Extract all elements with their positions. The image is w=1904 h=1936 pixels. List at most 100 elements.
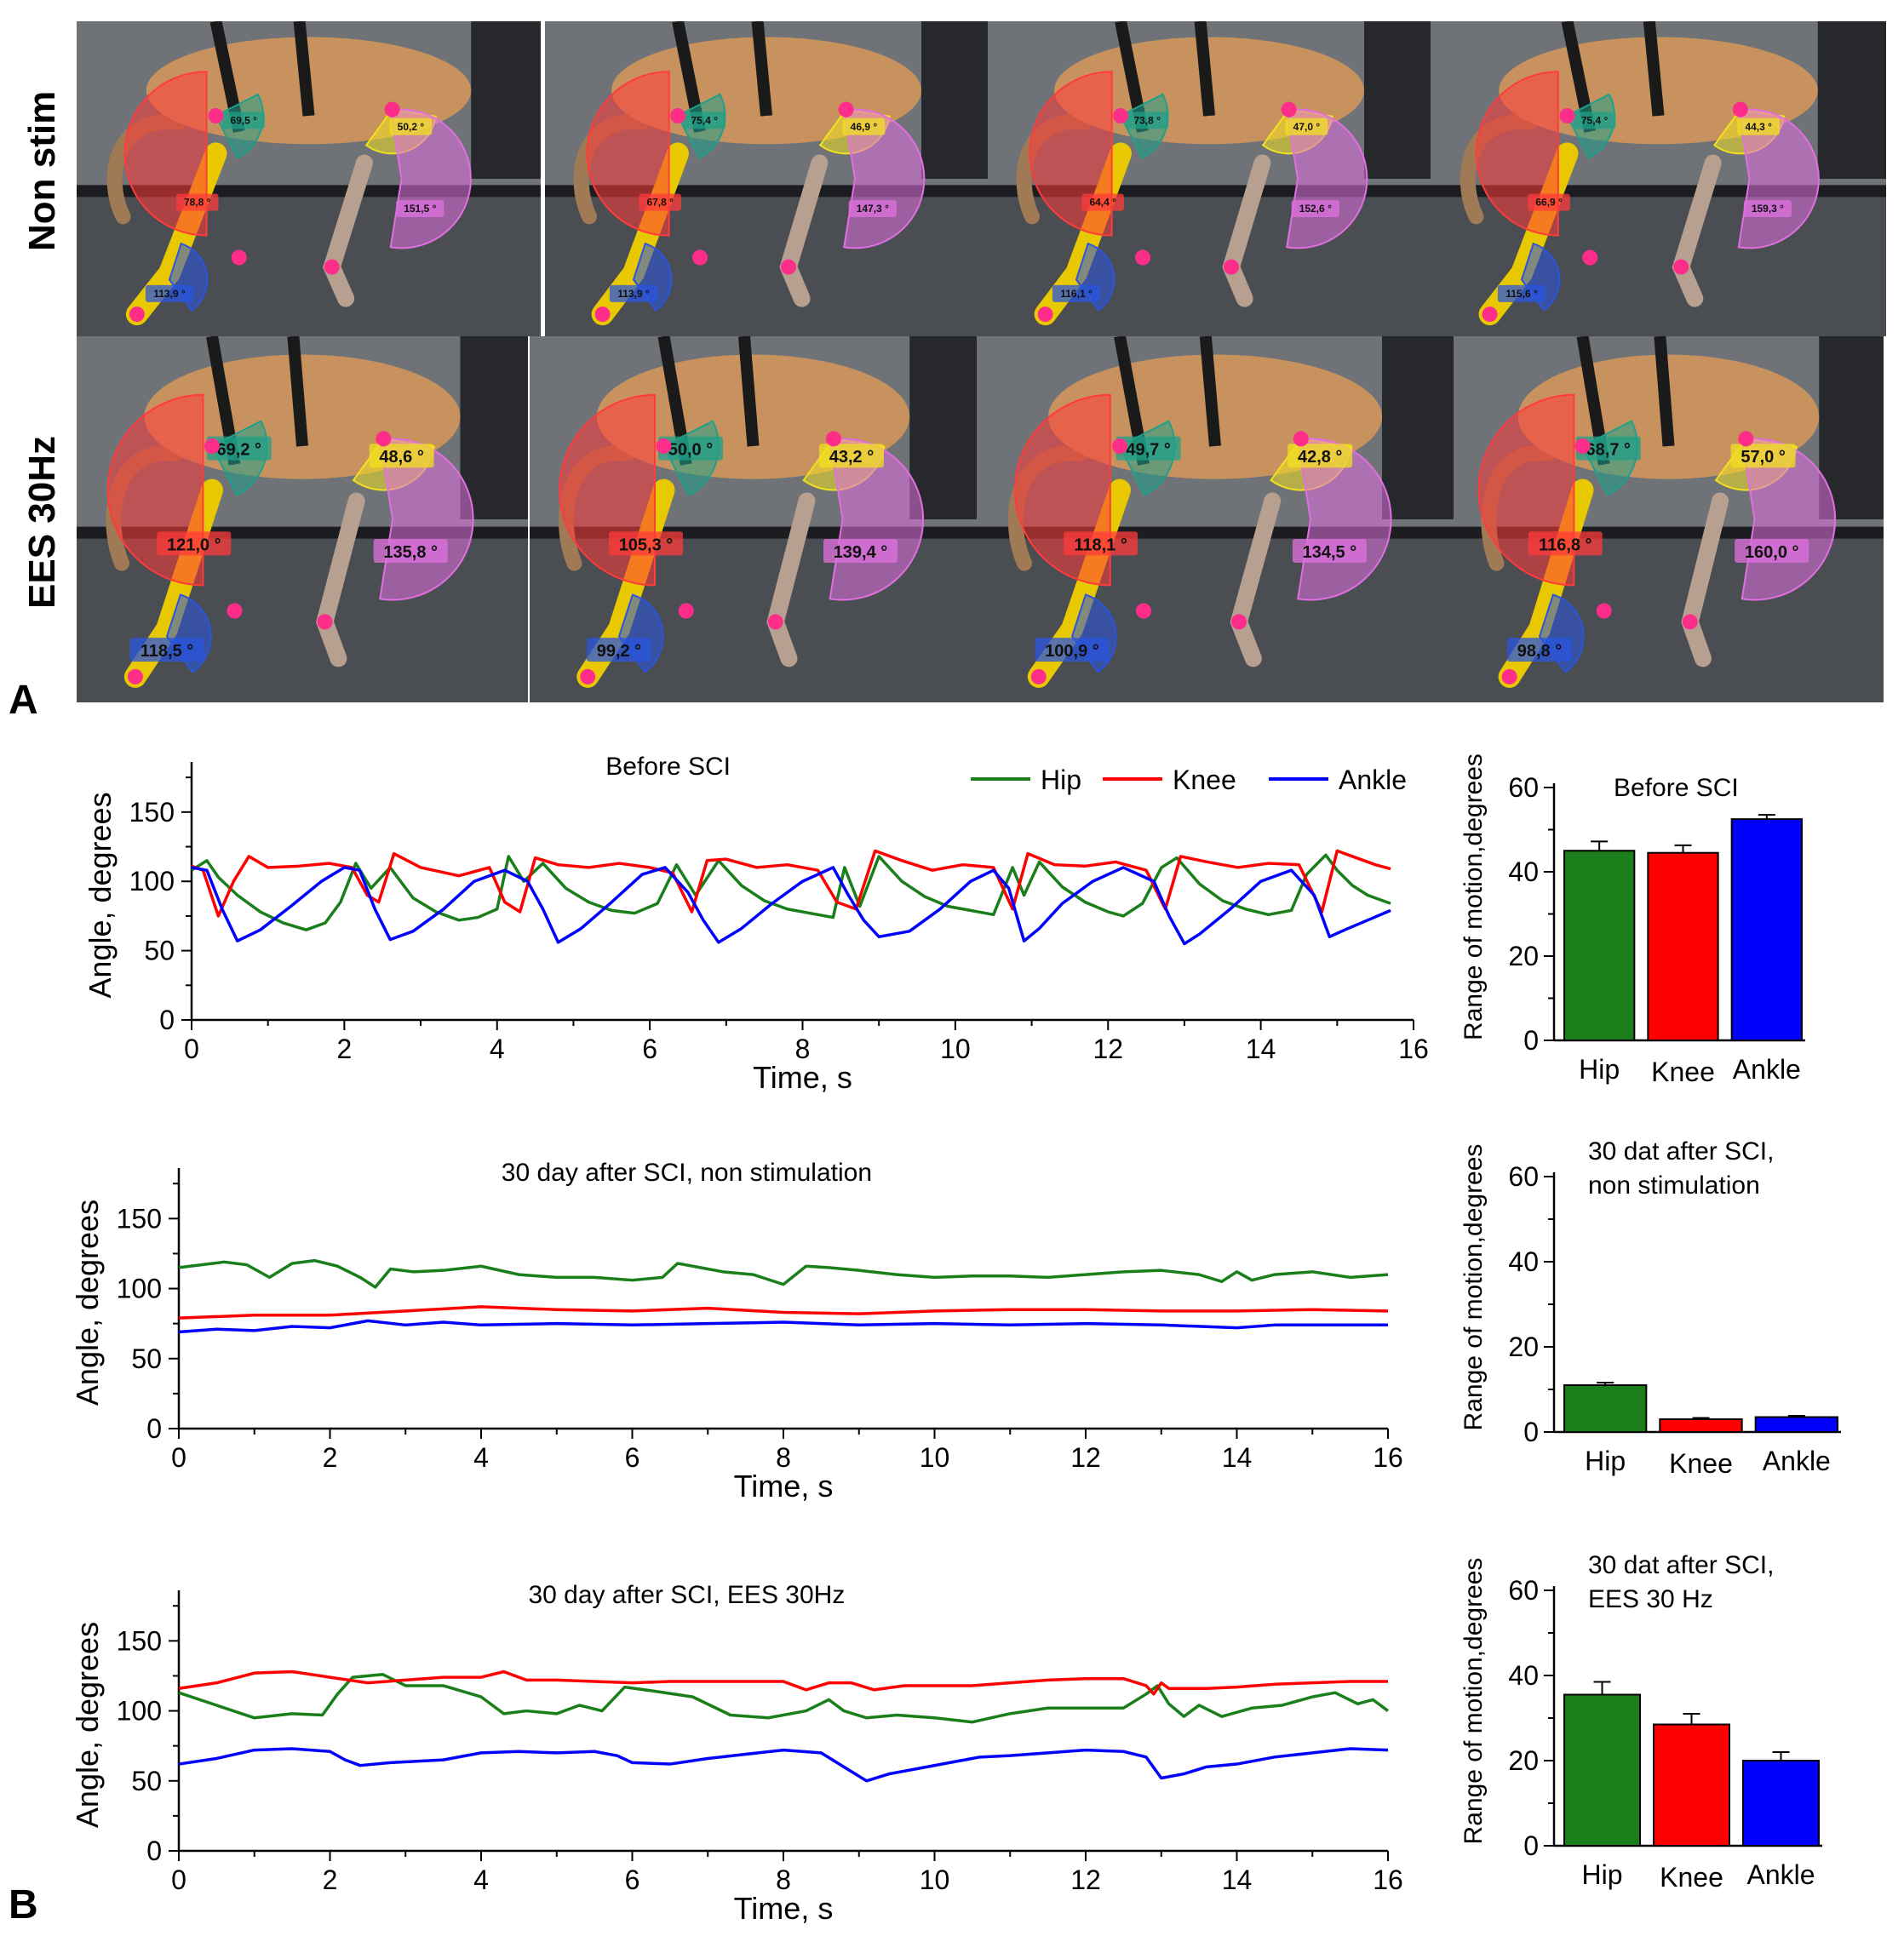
row-label-non-stim: Non stim <box>21 90 63 251</box>
monitor-stand <box>1817 21 1886 179</box>
knee-angle-label: 64,4 ° <box>1081 193 1124 211</box>
x-tick-label: 6 <box>625 1442 640 1473</box>
angle-label-text: 99,2 ° <box>597 642 641 661</box>
x-tick-label: 14 <box>1222 1864 1253 1895</box>
photo-illustration: 73,8 ° 64,4 ° 116,1 ° 47,0 ° 152,6 ° <box>988 21 1431 336</box>
chart-title: 30 dat after SCI, <box>1588 1137 1774 1166</box>
angle-label-bg <box>587 638 651 662</box>
joint-marker <box>1037 306 1053 323</box>
shoulder-angle-label: 50,2 ° <box>389 117 433 135</box>
angle-label-text: 98,8 ° <box>1517 642 1562 661</box>
joint-marker <box>678 603 694 619</box>
photo-illustration: 69,2 ° 121,0 ° 118,5 ° 48,6 ° 135,8 ° <box>77 336 528 702</box>
ankle-angle-wedge <box>1075 242 1115 312</box>
joint-marker <box>129 306 145 323</box>
joint-marker <box>227 603 243 619</box>
angle-label-text: 69,5 ° <box>230 114 257 126</box>
joint-marker <box>1501 668 1517 684</box>
bar-ankle <box>1754 1416 1839 1433</box>
y-tick-label: 100 <box>117 1274 162 1304</box>
category-label-hip: Hip <box>1585 1446 1626 1476</box>
joint-marker <box>656 438 672 454</box>
y-tick-label: 40 <box>1508 1246 1539 1277</box>
angle-label-text: 49,7 ° <box>1126 441 1170 460</box>
joint-marker <box>1136 603 1151 619</box>
joint-marker <box>1281 101 1297 117</box>
category-label-hip: Hip <box>1581 1859 1622 1890</box>
y-tick-label: 60 <box>1508 1161 1539 1192</box>
angle-label-bg <box>848 200 897 217</box>
hip-angle-label: 49,7 ° <box>1115 436 1181 461</box>
chart-title: Before SCI <box>1614 774 1739 802</box>
ankle-angle-label: 99,2 ° <box>587 638 651 662</box>
ankle-angle-label: 115,6 ° <box>1497 284 1546 302</box>
angle-label-text: 43,2 ° <box>829 448 874 467</box>
series-line-ankle <box>178 1319 1388 1334</box>
photo-frame-non_stim-4: 75,4 ° 66,9 ° 115,6 ° 44,3 ° 159,3 ° <box>1431 21 1886 336</box>
ankle-angle-label: 113,9 ° <box>609 284 658 302</box>
elbow-angle-label: 147,3 ° <box>848 200 897 217</box>
shoulder-angle-label: 47,0 ° <box>1285 117 1328 135</box>
joint-marker <box>1231 614 1247 630</box>
knee-angle-label: 66,9 ° <box>1528 193 1570 211</box>
bar-ankle <box>1730 818 1803 1041</box>
chart-title: 30 day after SCI, non stimulation <box>502 1159 872 1187</box>
angle-label-text: 118,1 ° <box>1074 536 1127 554</box>
angle-label-bg <box>129 638 204 662</box>
angle-label-text: 78,8 ° <box>184 197 211 209</box>
angle-label-bg <box>1573 112 1616 129</box>
angle-label-text: 67,8 ° <box>646 197 674 209</box>
x-tick-label: 12 <box>1070 1442 1101 1473</box>
x-tick-label: 2 <box>323 1864 338 1895</box>
joint-marker <box>1030 668 1047 684</box>
x-tick-label: 8 <box>795 1034 811 1064</box>
y-tick-label: 20 <box>1508 1745 1539 1776</box>
joint-marker <box>317 614 333 630</box>
x-tick-label: 2 <box>336 1034 352 1064</box>
angle-label-text: 50,2 ° <box>398 121 425 133</box>
angle-label-text: 100,9 ° <box>1045 642 1099 661</box>
angle-label-bg <box>157 531 232 556</box>
angle-label-text: 69,2 ° <box>217 441 261 460</box>
y-tick-label: 150 <box>117 1625 162 1656</box>
angle-label-text: 160,0 ° <box>1745 543 1799 562</box>
joint-marker <box>1135 249 1150 266</box>
y-tick-label: 50 <box>131 1343 162 1374</box>
x-tick-label: 2 <box>323 1442 338 1473</box>
knee-angle-label: 105,3 ° <box>609 531 683 556</box>
angle-label-bg <box>1575 436 1641 461</box>
monitor-stand <box>909 336 977 519</box>
angle-label-text: 116,8 ° <box>1539 536 1592 554</box>
angle-label-text: 48,6 ° <box>379 448 423 467</box>
y-axis-label: Range of motion,degrees <box>1460 1558 1488 1845</box>
x-tick-label: 0 <box>171 1442 186 1473</box>
angle-label-bg <box>823 539 898 563</box>
x-tick-label: 4 <box>490 1034 505 1064</box>
legend-label-knee: Knee <box>1173 765 1236 795</box>
angle-label-bg <box>819 444 884 468</box>
angle-label-bg <box>1497 284 1546 302</box>
x-tick-label: 16 <box>1373 1864 1403 1895</box>
x-tick-label: 16 <box>1373 1442 1403 1473</box>
shoulder-angle-label: 48,6 ° <box>369 444 434 468</box>
angle-label-bg <box>1528 531 1603 556</box>
angle-label-bg <box>389 117 433 135</box>
chart-title: Before SCI <box>605 753 731 781</box>
series-line-hip <box>191 853 1391 931</box>
y-tick-label: 40 <box>1508 856 1539 887</box>
legend: Hip Knee Ankle <box>971 765 1407 795</box>
angle-label-bg <box>396 200 444 217</box>
angle-label-text: 113,9 ° <box>153 288 186 300</box>
joint-marker <box>1682 614 1698 630</box>
angle-label-bg <box>1064 531 1138 556</box>
joint-marker <box>127 668 143 684</box>
joint-marker <box>1738 431 1754 447</box>
hip-angle-label: 75,4 ° <box>1573 112 1616 129</box>
elbow-angle-label: 139,4 ° <box>823 539 898 563</box>
y-tick-label: 100 <box>129 866 175 896</box>
joint-marker <box>1574 438 1591 454</box>
y-axis-label: Angle, degrees <box>70 1200 105 1406</box>
angle-label-bg <box>683 112 725 129</box>
x-tick-label: 0 <box>184 1034 199 1064</box>
elbow-angle-label: 135,8 ° <box>373 539 448 563</box>
